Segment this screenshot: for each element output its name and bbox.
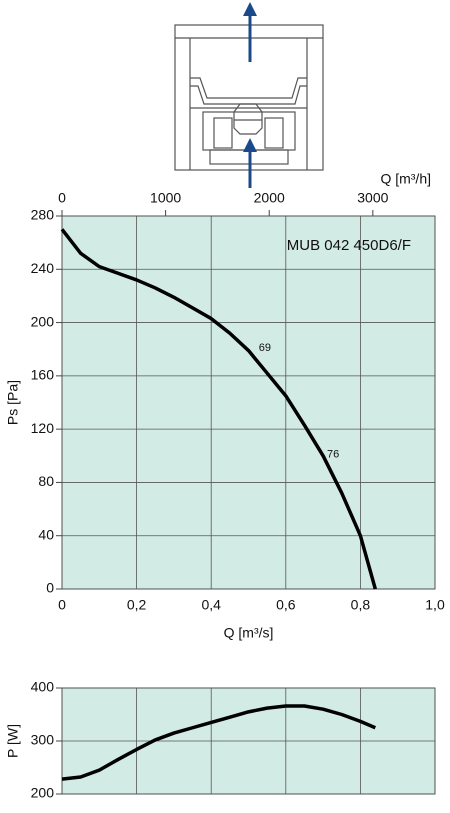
x-tick-label: 0,6 — [276, 597, 296, 613]
annotation: 76 — [327, 448, 339, 460]
y-tick-label: 80 — [38, 473, 54, 489]
inlet-box — [213, 117, 233, 149]
x-axis-label: Q [m³/s] — [224, 625, 274, 641]
x-tick-label: 0,2 — [127, 597, 147, 613]
y-tick-label: 280 — [31, 207, 55, 223]
x2-tick-label: 2000 — [254, 190, 285, 206]
y-tick-label: 0 — [46, 580, 54, 596]
curve — [60, 228, 378, 590]
x2-tick-label: 1000 — [150, 190, 181, 206]
y-tick-label: 160 — [31, 367, 55, 383]
arrow-head — [243, 138, 257, 152]
y-tick-label: 40 — [38, 526, 54, 542]
x2-axis-label: Q [m³/h] — [380, 171, 431, 187]
y-axis-label: P [W] — [5, 724, 21, 758]
x-tick-label: 0,4 — [201, 597, 221, 613]
arrow-head — [243, 2, 257, 16]
chart-title: MUB 042 450D6/F — [287, 237, 411, 254]
y-axis-label: Ps [Pa] — [5, 380, 21, 425]
annotation: 69 — [259, 342, 271, 354]
y-tick-label: 300 — [31, 732, 55, 748]
curve — [61, 704, 377, 781]
hopper — [190, 85, 307, 105]
x-tick-label: 1,0 — [425, 597, 445, 613]
x2-tick-label: 0 — [58, 190, 66, 206]
motor — [233, 103, 263, 135]
inlet-box — [264, 117, 284, 149]
y-tick-label: 240 — [31, 260, 55, 276]
y-tick-label: 400 — [31, 679, 55, 695]
hopper — [190, 77, 307, 99]
y-tick-label: 200 — [31, 313, 55, 329]
y-tick-label: 120 — [31, 420, 55, 436]
x-tick-label: 0,8 — [351, 597, 371, 613]
airflow-arrows — [243, 2, 257, 188]
x-tick-label: 0 — [58, 597, 66, 613]
y-tick-label: 200 — [31, 785, 55, 801]
x2-tick-label: 3000 — [357, 190, 388, 206]
plot-area — [61, 215, 436, 590]
